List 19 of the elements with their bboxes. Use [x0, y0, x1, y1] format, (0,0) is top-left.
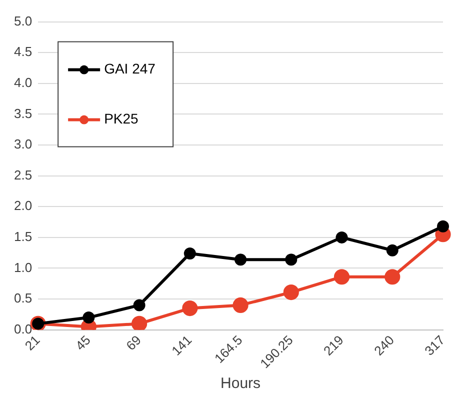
- y-tick-label: 4.0: [14, 74, 32, 90]
- x-axis-title: Hours: [220, 375, 261, 392]
- legend-label: GAI 247: [104, 60, 156, 77]
- legend-label: PK25: [104, 110, 139, 127]
- x-tick-label: 240: [371, 332, 398, 358]
- y-tick-label: 3.5: [14, 106, 32, 121]
- y-tick-label: 4.5: [14, 44, 32, 60]
- y-tick-label: 2.5: [14, 167, 32, 182]
- x-tick-label: 45: [72, 332, 94, 354]
- y-tick-label: 3.0: [14, 136, 32, 152]
- y-tick-label: 1.0: [14, 260, 32, 275]
- x-tick-label: 219: [320, 332, 346, 358]
- x-tick-label: 141: [168, 332, 195, 358]
- y-tick-label: 2.0: [14, 198, 32, 214]
- y-tick-label: 0.5: [14, 290, 32, 306]
- x-tick-label: 69: [123, 332, 144, 354]
- x-tick-label: 317: [422, 332, 448, 358]
- y-tick-label: 1.5: [14, 229, 32, 244]
- y-tick-label: 5.0: [14, 13, 32, 28]
